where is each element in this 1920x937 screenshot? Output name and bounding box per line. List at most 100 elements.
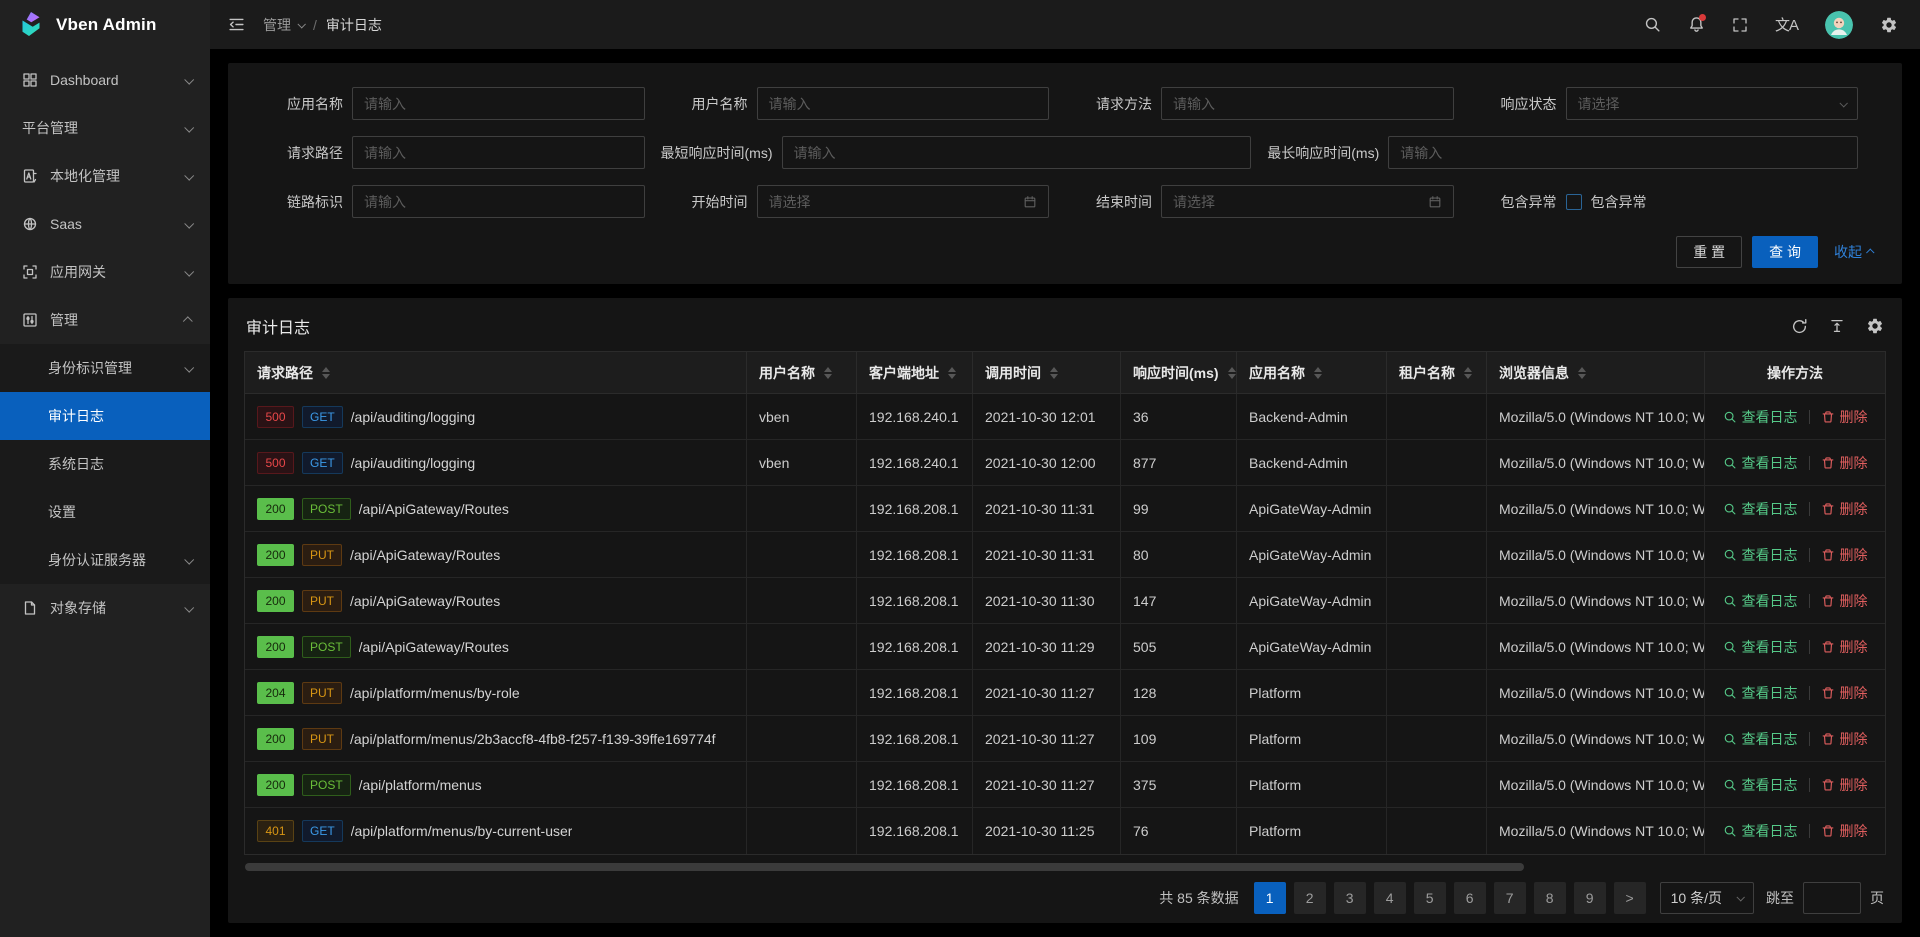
- cell-client: 192.168.208.1: [857, 716, 973, 761]
- app-name-input[interactable]: [364, 95, 633, 112]
- cell-tenant: [1387, 532, 1487, 577]
- search-icon[interactable]: [1644, 16, 1661, 33]
- column-header-duration[interactable]: 响应时间(ms): [1121, 352, 1237, 394]
- page-button-9[interactable]: 9: [1573, 882, 1606, 914]
- page-button-7[interactable]: 7: [1493, 882, 1526, 914]
- delete-button[interactable]: 删除: [1821, 775, 1868, 795]
- column-settings-icon[interactable]: [1866, 317, 1884, 335]
- delete-button[interactable]: 删除: [1821, 637, 1868, 657]
- view-log-button[interactable]: 查看日志: [1723, 591, 1798, 611]
- page-button-8[interactable]: 8: [1533, 882, 1566, 914]
- sort-icons[interactable]: [948, 366, 956, 379]
- sort-icons[interactable]: [322, 366, 330, 379]
- sidebar-item-dashboard[interactable]: Dashboard: [0, 56, 210, 104]
- request-path-input[interactable]: [364, 144, 633, 161]
- column-header-path[interactable]: 请求路径: [245, 352, 747, 394]
- response-status-select[interactable]: 请选择: [1565, 87, 1858, 120]
- sidebar-item-management[interactable]: 管理: [0, 296, 210, 344]
- sidebar-item-label: 审计日志: [48, 408, 104, 424]
- sidebar-item-settings[interactable]: 设置: [0, 488, 210, 536]
- view-log-button[interactable]: 查看日志: [1723, 729, 1798, 749]
- request-method-input[interactable]: [1173, 95, 1442, 112]
- page-size-select[interactable]: 10 条/页: [1659, 882, 1754, 914]
- sidebar-item-auth-server[interactable]: 身份认证服务器: [0, 536, 210, 584]
- delete-button[interactable]: 删除: [1821, 407, 1868, 427]
- sidebar-item-audit-log[interactable]: 审计日志: [0, 392, 210, 440]
- bell-icon[interactable]: [1688, 14, 1706, 33]
- column-header-user[interactable]: 用户名称: [747, 352, 857, 394]
- delete-button[interactable]: 删除: [1821, 499, 1868, 519]
- sort-icons[interactable]: [1227, 366, 1236, 379]
- start-time-picker[interactable]: 请选择: [756, 185, 1049, 218]
- column-header-tenant[interactable]: 租户名称: [1387, 352, 1487, 394]
- column-header-browser[interactable]: 浏览器信息: [1487, 352, 1705, 394]
- sidebar-item-identity-management[interactable]: 身份标识管理: [0, 344, 210, 392]
- sidebar-item-app-gateway[interactable]: 应用网关: [0, 248, 210, 296]
- jump-page-input[interactable]: [1803, 882, 1861, 914]
- sidebar-item-object-storage[interactable]: 对象存储: [0, 584, 210, 632]
- avatar[interactable]: [1825, 10, 1853, 39]
- settings-gear-icon[interactable]: [1880, 16, 1898, 34]
- column-header-app[interactable]: 应用名称: [1237, 352, 1387, 394]
- delete-button[interactable]: 删除: [1821, 453, 1868, 473]
- page-button-3[interactable]: 3: [1333, 882, 1366, 914]
- cell-duration: 877: [1121, 440, 1237, 485]
- cell-client: 192.168.208.1: [857, 578, 973, 623]
- page-button-6[interactable]: 6: [1453, 882, 1486, 914]
- view-log-button[interactable]: 查看日志: [1723, 453, 1798, 473]
- start-time-label: 开始时间: [691, 193, 748, 210]
- menu-fold-icon[interactable]: [228, 16, 245, 33]
- sort-icons[interactable]: [1314, 366, 1322, 379]
- translate-icon[interactable]: 文A: [1774, 17, 1799, 34]
- delete-button[interactable]: 删除: [1821, 683, 1868, 703]
- min-response-time-input[interactable]: [793, 144, 1240, 161]
- sort-icons[interactable]: [1464, 366, 1472, 379]
- page-button-5[interactable]: 5: [1413, 882, 1446, 914]
- trace-id-input[interactable]: [364, 193, 633, 210]
- end-time-picker[interactable]: 请选择: [1161, 185, 1454, 218]
- sidebar-item-platform-management[interactable]: 平台管理: [0, 104, 210, 152]
- cell-value: Mozilla/5.0 (Windows NT 10.0; Win: [1499, 684, 1705, 701]
- column-header-time[interactable]: 调用时间: [973, 352, 1121, 394]
- cell-tenant: [1387, 762, 1487, 807]
- sort-icons[interactable]: [1578, 366, 1586, 379]
- delete-button[interactable]: 删除: [1821, 545, 1868, 565]
- view-log-button[interactable]: 查看日志: [1723, 775, 1798, 795]
- view-log-button[interactable]: 查看日志: [1723, 683, 1798, 703]
- page-button-4[interactable]: 4: [1373, 882, 1406, 914]
- horizontal-scrollbar-thumb[interactable]: [245, 863, 1525, 871]
- query-button[interactable]: 查 询: [1752, 236, 1818, 268]
- view-log-button[interactable]: 查看日志: [1723, 407, 1798, 427]
- sidebar-item-saas[interactable]: Saas: [0, 200, 210, 248]
- action-divider: [1808, 685, 1810, 700]
- page-button-2[interactable]: 2: [1293, 882, 1326, 914]
- sort-icons[interactable]: [824, 366, 832, 379]
- page-button-1[interactable]: 1: [1253, 882, 1286, 914]
- breadcrumb: 管理 / 审计日志: [263, 15, 382, 35]
- view-log-button[interactable]: 查看日志: [1723, 499, 1798, 519]
- sidebar-item-localization-management[interactable]: 本地化管理: [0, 152, 210, 200]
- delete-button[interactable]: 删除: [1821, 591, 1868, 611]
- column-label: 应用名称: [1249, 364, 1305, 381]
- column-header-actions[interactable]: 操作方法: [1705, 352, 1885, 394]
- breadcrumb-parent[interactable]: 管理: [263, 15, 306, 35]
- row-height-icon[interactable]: [1829, 318, 1845, 334]
- refresh-icon[interactable]: [1791, 318, 1808, 335]
- user-name-input[interactable]: [768, 95, 1037, 112]
- delete-button[interactable]: 删除: [1821, 821, 1868, 841]
- view-log-button[interactable]: 查看日志: [1723, 821, 1798, 841]
- reset-button[interactable]: 重 置: [1676, 236, 1743, 268]
- sort-icons[interactable]: [1050, 366, 1058, 379]
- delete-button[interactable]: 删除: [1821, 729, 1868, 749]
- next-page-button[interactable]: >: [1613, 882, 1646, 914]
- view-log-button[interactable]: 查看日志: [1723, 545, 1798, 565]
- view-log-button[interactable]: 查看日志: [1723, 637, 1798, 657]
- max-response-time-input[interactable]: [1400, 144, 1846, 161]
- column-label: 请求路径: [257, 364, 313, 381]
- fullscreen-icon[interactable]: [1732, 17, 1748, 33]
- sidebar-item-system-log[interactable]: 系统日志: [0, 440, 210, 488]
- collapse-button[interactable]: 收起: [1834, 242, 1875, 262]
- column-header-client[interactable]: 客户端地址: [857, 352, 973, 394]
- app-logo[interactable]: Vben Admin: [0, 0, 210, 50]
- include-exception-checkbox[interactable]: [1565, 193, 1582, 210]
